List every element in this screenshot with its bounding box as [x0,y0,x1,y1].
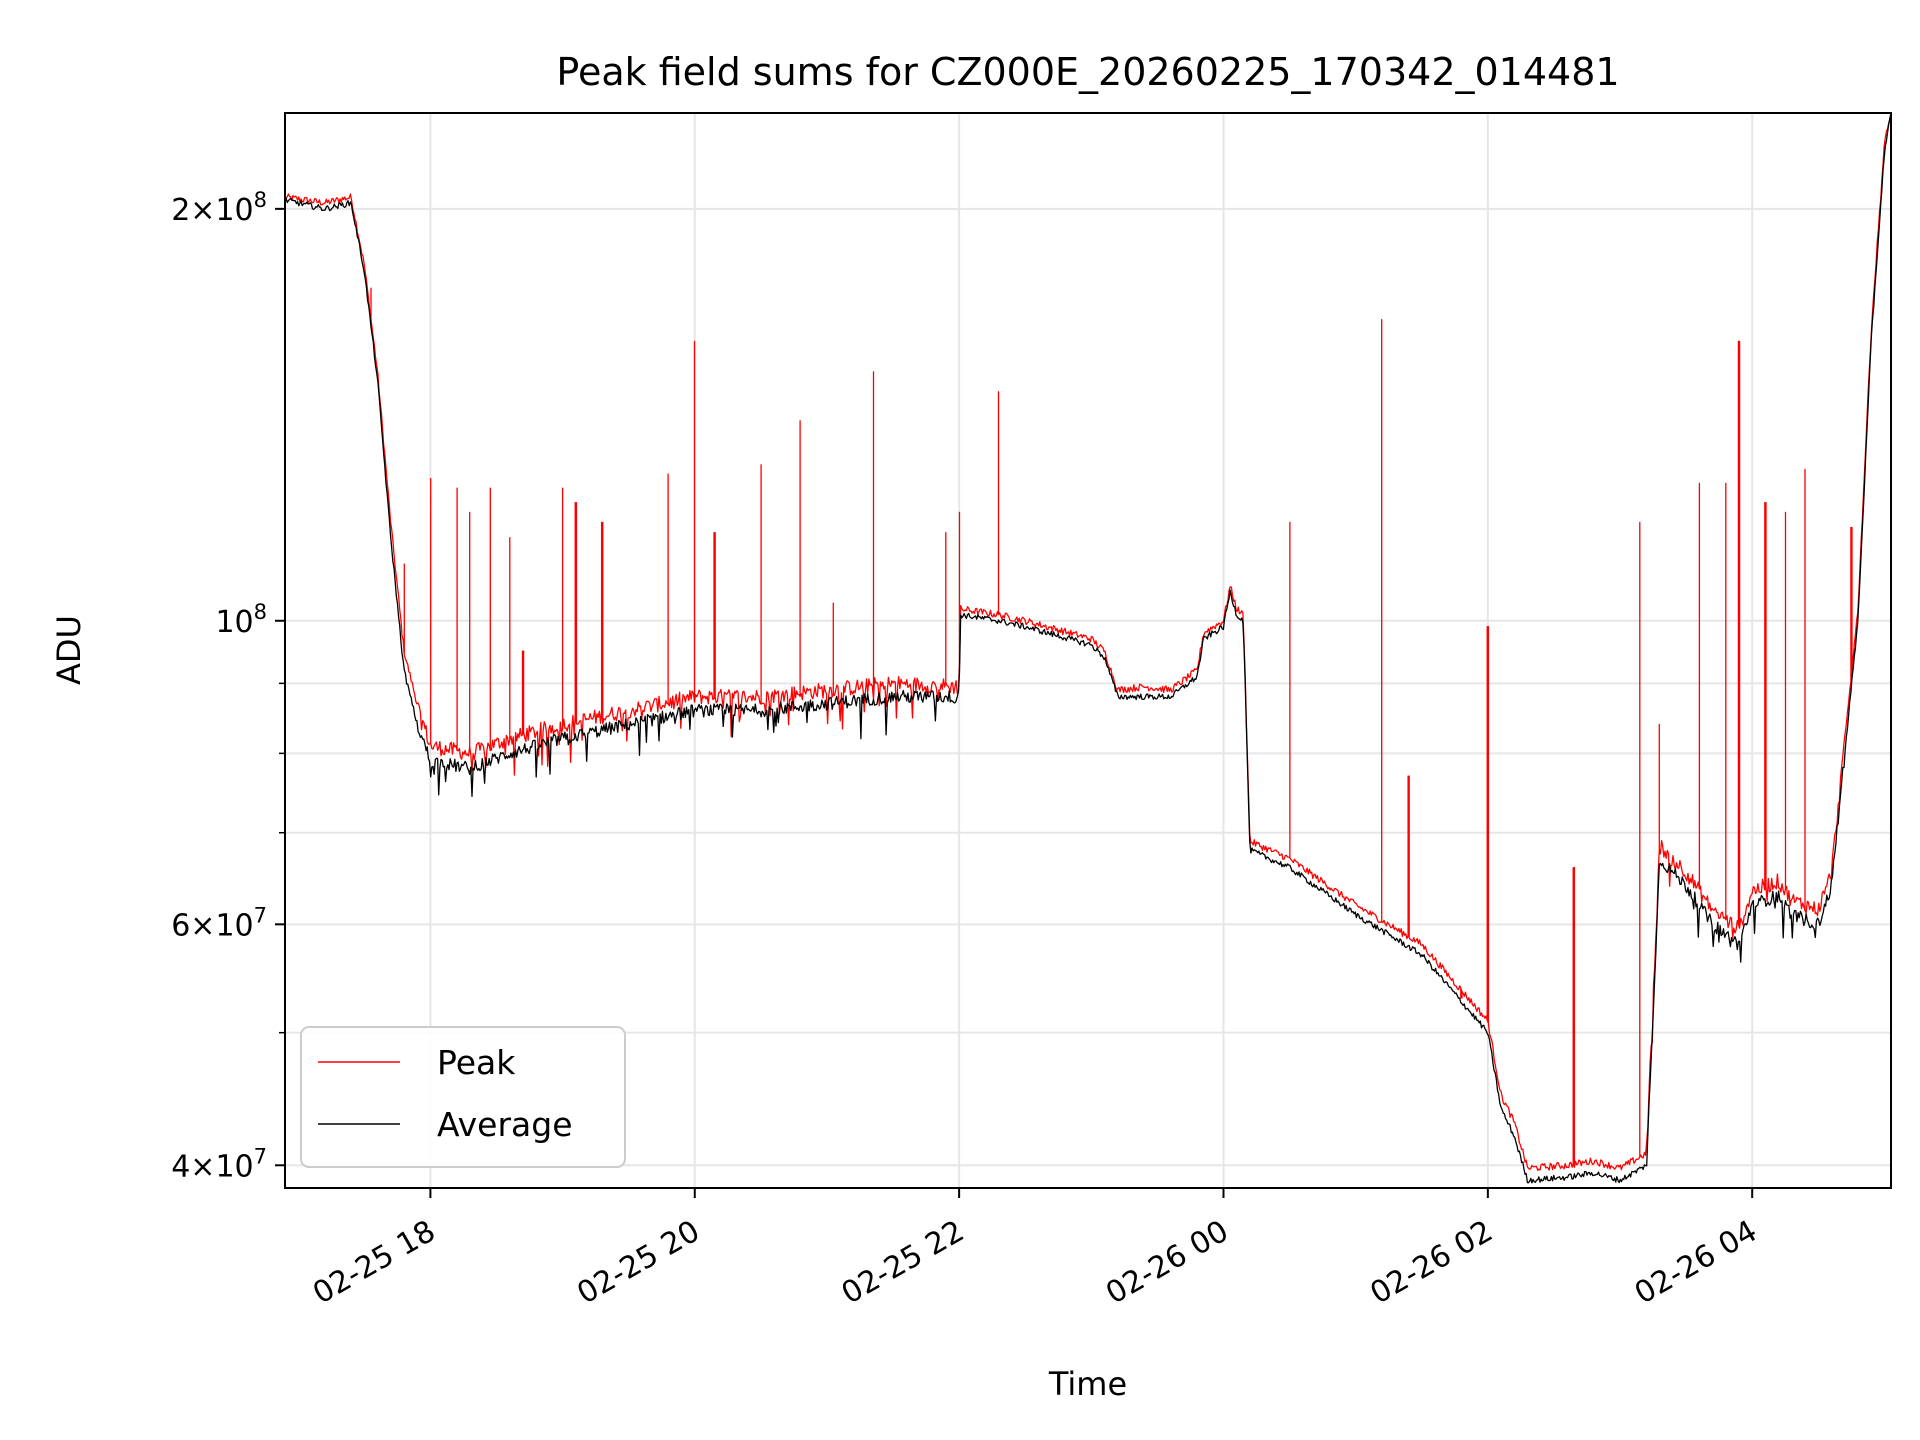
y-tick-exponent: 7 [254,903,267,927]
y-tick-label: 6×107 [171,903,267,943]
series-line-peak [284,112,1892,1171]
legend-label-peak: Peak [437,1043,516,1082]
series-line-average [284,112,1892,1184]
y-tick-exponent: 8 [254,188,267,212]
legend: Peak Average [300,1026,626,1168]
plot-series [284,112,1892,1184]
y-tick-exponent: 7 [254,1144,267,1168]
x-axis-label: Time [1048,1365,1127,1403]
legend-label-average: Average [437,1105,573,1144]
plot-area-frame [284,112,1892,1189]
y-tick-exponent: 8 [254,600,267,624]
y-axis: 4×107 6×107 108 2×108 [171,188,285,1184]
y-tick-label: 4×107 [171,1144,267,1184]
y-tick-label: 108 [215,600,267,640]
y-axis-label: ADU [50,615,88,685]
chart-title: Peak field sums for CZ000E_20260225_1703… [556,50,1619,94]
y-tick-label: 2×108 [171,188,267,228]
